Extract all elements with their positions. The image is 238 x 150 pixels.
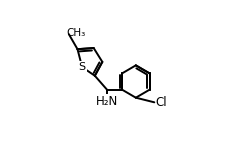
Text: CH₃: CH₃	[67, 28, 86, 38]
Text: H₂N: H₂N	[96, 94, 118, 108]
Text: Cl: Cl	[155, 96, 167, 109]
Text: S: S	[79, 62, 86, 72]
